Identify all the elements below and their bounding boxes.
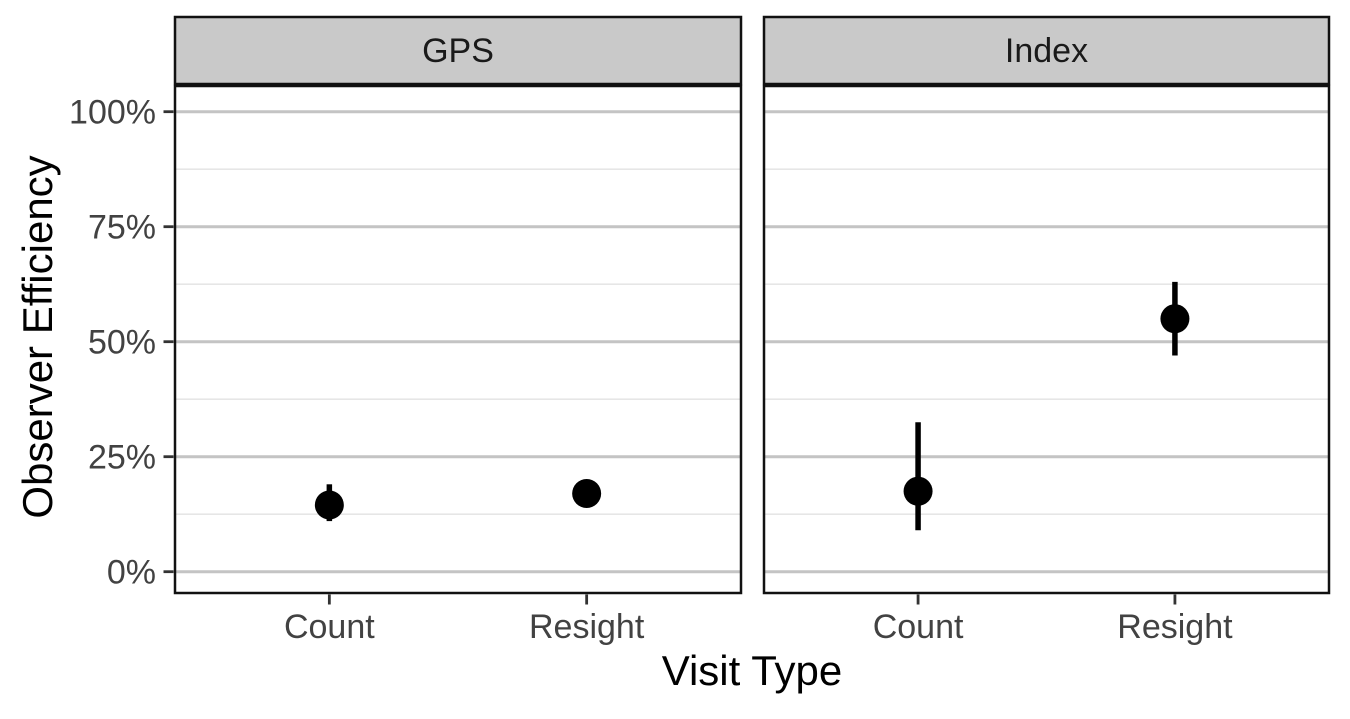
data-point — [1160, 304, 1190, 334]
x-tick-label: Resight — [529, 608, 645, 646]
data-point — [903, 476, 933, 506]
facet-panel-index — [764, 86, 1329, 593]
y-tick-label: 50% — [88, 324, 156, 362]
y-tick-label: 0% — [107, 554, 156, 592]
y-tick-label: 75% — [88, 209, 156, 247]
x-axis-title: Visit Type — [661, 647, 843, 694]
strip-label: GPS — [422, 32, 494, 70]
x-tick-label: Count — [873, 608, 964, 646]
y-axis-title: Observer Efficiency — [14, 155, 61, 519]
strip-label: Index — [1005, 32, 1088, 70]
data-point — [314, 490, 344, 520]
x-tick-label: Count — [284, 608, 375, 646]
panel-border — [173, 84, 743, 595]
facet-strip — [173, 15, 743, 86]
data-point — [572, 479, 602, 508]
y-tick-label: 25% — [88, 439, 156, 477]
facet-strip — [762, 15, 1331, 86]
x-tick-label: Resight — [1117, 608, 1233, 646]
panel-border — [762, 84, 1331, 595]
facet-panel-gps — [175, 86, 741, 593]
y-tick-label: 100% — [69, 94, 156, 132]
